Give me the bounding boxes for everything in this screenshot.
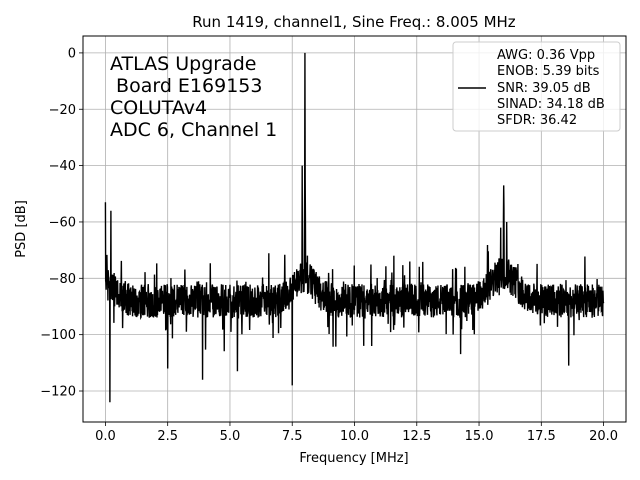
y-tick-label: −120 bbox=[40, 385, 76, 400]
legend-entry: SINAD: 34.18 dB bbox=[497, 97, 605, 112]
legend-box bbox=[452, 41, 621, 132]
y-tick-label: 0 bbox=[68, 46, 76, 61]
annotation-line: Board E169153 bbox=[110, 75, 262, 97]
x-axis-label: Frequency [MHz] bbox=[299, 451, 408, 466]
legend: AWG: 0.36 Vpp ENOB: 5.39 bits SNR: 39.05… bbox=[452, 41, 621, 132]
x-tick-label: 5.0 bbox=[220, 429, 241, 444]
x-tick-label: 2.5 bbox=[157, 429, 178, 444]
legend-entry: ENOB: 5.39 bits bbox=[497, 64, 600, 79]
y-tick-label: −20 bbox=[49, 103, 76, 118]
x-tick-label: 10.0 bbox=[340, 429, 369, 444]
annotation-line: ADC 6, Channel 1 bbox=[110, 119, 277, 141]
x-tick-label: 12.5 bbox=[402, 429, 431, 444]
annotation-line: COLUTAv4 bbox=[110, 97, 207, 119]
x-tick-label: 0.0 bbox=[95, 429, 116, 444]
y-tick-label: −60 bbox=[49, 215, 76, 230]
y-tick-label: −80 bbox=[49, 272, 76, 287]
y-axis: 0 −20 −40 −60 −80 −100 −120 bbox=[40, 46, 83, 400]
x-tick-label: 20.0 bbox=[589, 429, 618, 444]
x-axis: 0.0 2.5 5.0 7.5 10.0 12.5 15.0 17.5 20.0 bbox=[95, 422, 618, 444]
legend-entry: SNR: 39.05 dB bbox=[497, 81, 591, 96]
y-tick-label: −100 bbox=[40, 328, 76, 343]
annotation-block: ATLAS Upgrade Board E169153 COLUTAv4 ADC… bbox=[110, 53, 277, 141]
y-tick-label: −40 bbox=[49, 159, 76, 174]
x-tick-label: 17.5 bbox=[527, 429, 556, 444]
legend-entry: SFDR: 36.42 bbox=[497, 113, 577, 128]
y-axis-label: PSD [dB] bbox=[14, 200, 29, 258]
psd-series-line bbox=[104, 52, 605, 403]
annotation-line: ATLAS Upgrade bbox=[110, 53, 256, 75]
x-tick-label: 15.0 bbox=[465, 429, 494, 444]
x-tick-label: 7.5 bbox=[282, 429, 303, 444]
legend-entry: AWG: 0.36 Vpp bbox=[497, 48, 595, 63]
chart-title: Run 1419, channel1, Sine Freq.: 8.005 MH… bbox=[192, 13, 516, 31]
